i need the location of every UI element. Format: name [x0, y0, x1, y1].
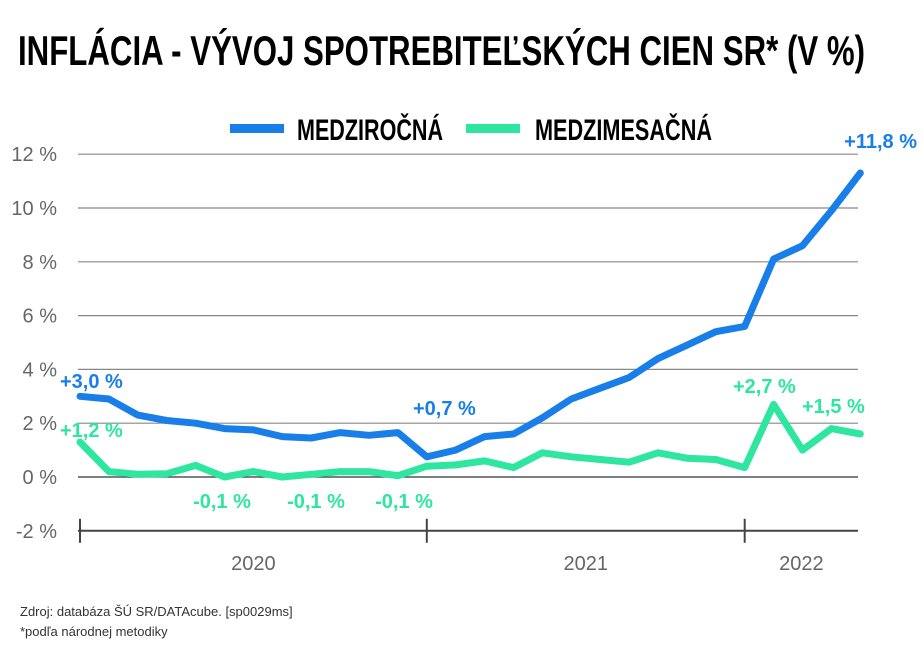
y-tick-label: 2 %: [23, 413, 58, 435]
legend: MEDZIROČNÁ MEDZIMESAČNÁ: [230, 113, 712, 147]
data-label: +1,5 %: [802, 396, 865, 418]
legend-label-yoy: MEDZIROČNÁ: [297, 113, 443, 147]
y-tick-label: 12 %: [11, 144, 57, 166]
x-axis: 2020 2021 2022: [78, 518, 858, 575]
methodology-note: *podľa národnej metodiky: [20, 624, 168, 639]
series-lines: [76, 169, 864, 481]
data-labels: +3,0 % +1,2 % -0,1 % -0,1 % -0,1 % +0,7 % +11,…: [60, 131, 917, 513]
y-tick-label: -2 %: [16, 521, 57, 543]
y-axis: 12 % 10 % 8 % 6 % 4 % 2 % 0 % -2 %: [11, 144, 57, 543]
gridlines: [78, 153, 858, 478]
y-tick-label: 4 %: [23, 359, 58, 381]
y-tick-label: 10 %: [11, 198, 57, 220]
data-label: +0,7 %: [413, 398, 476, 420]
series-line-mom: [76, 400, 864, 481]
legend-label-mom: MEDZIMESAČNÁ: [535, 113, 712, 147]
y-tick-label: 0 %: [23, 467, 58, 489]
legend-swatch-mom: [466, 124, 520, 133]
legend-swatch-yoy: [230, 124, 284, 133]
data-label: +11,8 %: [844, 131, 917, 153]
x-year-label: 2022: [779, 553, 824, 575]
data-label: +1,2 %: [60, 420, 123, 442]
source-note: Zdroj: databáza ŠÚ SR/DATAcube. [sp0029m…: [20, 604, 293, 619]
x-year-label: 2020: [231, 553, 276, 575]
data-label: -0,1 %: [375, 491, 433, 513]
data-label: -0,1 %: [287, 491, 345, 513]
x-year-label: 2021: [564, 553, 609, 575]
data-label: -0,1 %: [193, 491, 251, 513]
data-label: +2,7 %: [733, 376, 796, 398]
data-label: +3,0 %: [60, 371, 123, 393]
series-line-yoy: [76, 169, 864, 461]
y-tick-label: 8 %: [23, 252, 58, 274]
chart-title: INFLÁCIA - VÝVOJ SPOTREBITEĽSKÝCH CIEN S…: [18, 27, 865, 74]
y-tick-label: 6 %: [23, 306, 58, 328]
